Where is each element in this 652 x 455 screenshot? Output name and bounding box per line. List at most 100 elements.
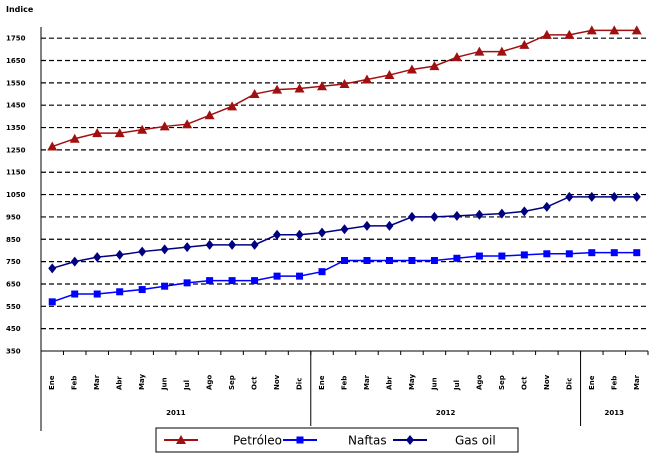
x-tick-label: Ene bbox=[588, 375, 596, 390]
data-point bbox=[341, 257, 348, 265]
x-tick-label: Ene bbox=[318, 375, 326, 390]
data-point bbox=[206, 277, 214, 285]
y-tick-label: 1050 bbox=[6, 191, 26, 199]
x-tick-labels: Ene Feb Mar Abr May Jun Jul Ago Sep Oct Nov Dic Ene F… bbox=[48, 374, 641, 391]
x-tick-label: Ene bbox=[48, 375, 56, 390]
x-tick-label: Nov bbox=[543, 374, 551, 390]
data-point bbox=[564, 29, 575, 39]
y-axis-label: Indice bbox=[6, 5, 34, 14]
data-point bbox=[565, 250, 573, 258]
x-tick-label: May bbox=[408, 374, 416, 390]
y-tick-label: 450 bbox=[6, 325, 21, 333]
data-point bbox=[610, 191, 619, 202]
data-point bbox=[452, 210, 461, 221]
x-tick-label: Abr bbox=[116, 376, 124, 390]
y-tick-labels: 350 450 550 650 750 850 950 1050 1150 1250 1350 145… bbox=[6, 35, 26, 356]
data-point bbox=[631, 25, 642, 35]
x-tick-label: Ago bbox=[206, 375, 214, 390]
legend-label: Naftas bbox=[348, 434, 387, 448]
data-point bbox=[587, 191, 596, 202]
x-tick-label: Nov bbox=[273, 374, 281, 390]
x-tick-label: Feb bbox=[610, 376, 618, 390]
data-point bbox=[318, 268, 326, 276]
data-point bbox=[339, 78, 350, 88]
data-point bbox=[542, 201, 551, 212]
year-label: 2012 bbox=[436, 409, 456, 417]
data-point bbox=[272, 84, 283, 94]
y-tick-label: 1250 bbox=[6, 146, 26, 154]
data-point bbox=[160, 244, 169, 255]
data-point bbox=[340, 224, 349, 235]
data-point bbox=[565, 191, 574, 202]
x-tick-label: Dic bbox=[565, 378, 573, 390]
y-tick-label: 850 bbox=[6, 236, 21, 244]
data-point bbox=[496, 46, 507, 56]
data-point bbox=[520, 206, 529, 217]
x-tick-label: Oct bbox=[251, 376, 259, 390]
data-point bbox=[361, 74, 372, 84]
x-tick-label: Sep bbox=[228, 375, 236, 390]
data-point bbox=[48, 298, 56, 306]
data-point bbox=[176, 435, 186, 444]
x-tick-label: Feb bbox=[341, 376, 349, 390]
data-point bbox=[586, 25, 597, 35]
x-tick-label: Feb bbox=[71, 376, 79, 390]
data-point bbox=[295, 229, 304, 240]
data-point bbox=[385, 220, 394, 231]
legend-label: Gas oil bbox=[455, 434, 496, 448]
data-point bbox=[182, 119, 193, 129]
data-point bbox=[451, 52, 462, 62]
data-point bbox=[474, 46, 485, 56]
x-tick-label: Jul bbox=[183, 380, 191, 391]
data-point bbox=[317, 81, 328, 91]
data-point bbox=[588, 249, 596, 257]
data-point bbox=[475, 209, 484, 220]
data-point bbox=[137, 124, 148, 134]
data-point bbox=[294, 83, 305, 93]
data-point bbox=[251, 277, 259, 285]
axes bbox=[40, 27, 649, 431]
data-point bbox=[296, 436, 304, 444]
y-tick-label: 350 bbox=[6, 348, 21, 356]
data-point bbox=[318, 227, 327, 238]
year-groups: 2011 2012 2013 bbox=[166, 351, 624, 426]
data-point bbox=[116, 288, 124, 296]
data-point bbox=[385, 257, 393, 265]
data-point bbox=[407, 211, 416, 222]
x-tick-label: Oct bbox=[520, 376, 528, 390]
data-point bbox=[93, 290, 101, 298]
y-tick-label: 650 bbox=[6, 280, 21, 288]
data-point bbox=[543, 250, 551, 258]
x-tick-label: Jul bbox=[453, 380, 461, 391]
data-point bbox=[48, 263, 57, 274]
data-point bbox=[406, 435, 414, 445]
x-tick-label: Abr bbox=[385, 376, 393, 390]
data-point bbox=[250, 239, 259, 250]
data-point bbox=[362, 220, 371, 231]
data-point bbox=[204, 110, 215, 120]
legend: Petróleo Naftas Gas oil bbox=[155, 427, 519, 453]
y-tick-label: 950 bbox=[6, 213, 21, 221]
data-point bbox=[249, 89, 260, 99]
y-tick-label: 1750 bbox=[6, 35, 26, 43]
x-tick-label: Dic bbox=[296, 378, 304, 390]
data-point bbox=[93, 252, 102, 263]
x-tick-label: Mar bbox=[93, 374, 101, 390]
data-point bbox=[70, 256, 79, 267]
x-tick-label: Mar bbox=[633, 374, 641, 390]
data-point bbox=[114, 128, 125, 138]
x-tick-label: Jun bbox=[161, 377, 169, 391]
x-tick-label: May bbox=[138, 374, 146, 390]
data-point bbox=[498, 252, 506, 260]
data-point bbox=[453, 254, 461, 262]
data-point bbox=[138, 286, 146, 294]
legend-box bbox=[155, 427, 519, 453]
data-point bbox=[138, 246, 147, 257]
data-point bbox=[520, 251, 528, 259]
data-point bbox=[228, 277, 236, 285]
x-tick-label: Jun bbox=[430, 377, 438, 391]
data-point bbox=[296, 272, 304, 280]
data-point bbox=[408, 257, 416, 265]
x-tick-label: Mar bbox=[363, 374, 371, 390]
